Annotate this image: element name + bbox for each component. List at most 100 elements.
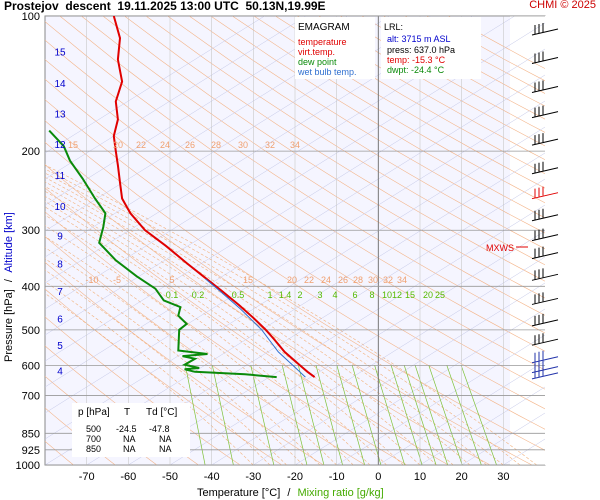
x-axis-label-mixing: Mixing ratio [g/kg]: [297, 487, 383, 499]
y-axis-label-sep: /: [3, 278, 15, 282]
table-cell: 700: [86, 434, 101, 444]
dry-adiabat: [45, 78, 545, 410]
altitude-tick-label: 4: [57, 367, 63, 378]
theta-label: 15: [243, 275, 253, 285]
pressure-tick-label: 300: [22, 225, 40, 237]
lrl-dwpt: dwpt: -24.4 °C: [387, 65, 445, 75]
moist-adiabat: [45, 190, 437, 465]
table-cell: NA: [159, 434, 172, 444]
theta-label: -10: [85, 275, 98, 285]
pressure-tick-label: 850: [22, 428, 40, 440]
isotherm-line: [45, 74, 545, 388]
sounding-datetime: 19.11.2025 13:00 UTC: [117, 0, 239, 13]
pressure-tick-label: 500: [22, 325, 40, 337]
wind-barb-staff: [531, 234, 559, 242]
mixing-ratio-line: [298, 365, 325, 465]
theta-label: 24: [160, 140, 170, 150]
pressure-tick-label: 400: [22, 281, 40, 293]
x-tick-label: 30: [497, 471, 509, 483]
isotherm-line: [45, 100, 545, 414]
mixing-ratio-line: [351, 365, 382, 465]
theta-label: 34: [290, 140, 300, 150]
mixing-ratio-line: [185, 365, 206, 465]
wind-barb-staff: [531, 111, 559, 119]
wind-barb-staff: [531, 319, 559, 327]
x-axis-label-temperature: Temperature [°C]: [197, 487, 280, 499]
legend-wet-bulb: wet bulb temp.: [297, 67, 357, 77]
dry-adiabat: [145, 16, 545, 266]
theta-label: 32: [383, 275, 393, 285]
mixing-ratio-label: 10: [382, 290, 392, 300]
dry-adiabat: [189, 16, 545, 234]
mixing-ratio-line: [428, 365, 463, 465]
lrl-box-background: [381, 17, 481, 79]
table-cell: NA: [123, 434, 136, 444]
mixing-ratio-line: [281, 365, 308, 465]
isotherm-line: [45, 48, 545, 362]
lrl-press: press: 637.0 hPa: [387, 45, 455, 55]
legend-title: EMAGRAM: [298, 22, 350, 33]
isotherm-line: [45, 16, 432, 258]
mixing-ratio-label: 1.4: [279, 290, 292, 300]
x-tick-label: -50: [162, 471, 178, 483]
isotherm-line: [45, 16, 349, 206]
pressure-tick-label: 925: [22, 445, 40, 457]
altitude-tick-label: 10: [54, 202, 66, 213]
table-cell: 850: [86, 444, 101, 454]
altitude-tick-label: 12: [54, 140, 66, 151]
chart-title: Prostejov descent 19.11.2025 13:00 UTC 5…: [4, 0, 326, 13]
mixing-ratio-line: [374, 365, 405, 465]
legend-dew-point: dew point: [298, 57, 337, 67]
altitude-tick-label: 7: [57, 287, 63, 298]
table-cell: NA: [159, 444, 172, 454]
levels-table: p [hPa] T Td [°C] 500 -24.5 -47.8 700 NA…: [72, 403, 190, 457]
y-axis-label-altitude: Altitude [km]: [3, 212, 15, 273]
wind-barb-staff: [531, 366, 559, 374]
altitude-tick-label: 15: [54, 48, 66, 59]
table-header-p: p [hPa]: [78, 407, 110, 418]
wind-barb-staff: [531, 85, 559, 93]
theta-label: 34: [397, 275, 407, 285]
x-axis-label: Temperature [°C] / Mixing ratio [g/kg]: [197, 487, 384, 499]
x-tick-label: -10: [329, 471, 345, 483]
altitude-tick-label: 8: [57, 260, 63, 271]
pressure-tick-label: 100: [22, 11, 40, 23]
mixing-ratio-line: [250, 365, 275, 465]
altitude-tick-label: 13: [54, 110, 66, 121]
altitude-tick-label: 6: [57, 315, 63, 326]
dry-adiabat: [167, 16, 545, 250]
legend: EMAGRAM temperature virt.temp. dew point…: [295, 17, 375, 79]
theta-label: 22: [136, 140, 146, 150]
wind-barb-staff: [531, 57, 559, 64]
table-cell: -24.5: [116, 424, 137, 434]
theta-label: 15: [68, 140, 78, 150]
x-tick-label: 10: [414, 471, 426, 483]
mixing-ratio-label: 2: [297, 290, 302, 300]
pressure-tick-label: 200: [22, 146, 40, 158]
theta-label: 5: [169, 275, 174, 285]
theta-label: 20: [113, 140, 123, 150]
mixing-ratio-label: 1: [267, 290, 272, 300]
y-axis-label: Pressure [hPa] / Altitude [km]: [3, 212, 15, 362]
altitude-tick-label: 11: [55, 171, 66, 182]
altitude-tick-label: 14: [54, 79, 66, 90]
dry-adiabat: [81, 16, 545, 316]
mixing-ratio-label: 25: [435, 290, 445, 300]
moist-adiabat: [45, 164, 537, 465]
x-tick-label: -70: [79, 471, 95, 483]
wind-barb-staff: [531, 372, 559, 380]
lrl-box: LRL: alt: 3715 m ASL press: 637.0 hPa te…: [381, 17, 481, 79]
mixing-ratio-line: [414, 365, 449, 465]
series-dew-point-line: [48, 129, 277, 379]
isotherm-line: [45, 16, 515, 310]
wind-barb-staff: [531, 273, 559, 281]
station-coords: 50.13N,19.99E: [245, 0, 326, 13]
theta-label: 26: [338, 275, 348, 285]
mixing-ratio-line: [212, 365, 234, 465]
table-cell: 500: [86, 424, 101, 434]
mixing-ratio-line: [460, 365, 497, 465]
wind-barb-staff: [531, 252, 559, 260]
theta-label: -5: [113, 275, 121, 285]
copyright: CHMI © 2025: [529, 0, 596, 11]
wind-barb-staff: [531, 192, 559, 200]
